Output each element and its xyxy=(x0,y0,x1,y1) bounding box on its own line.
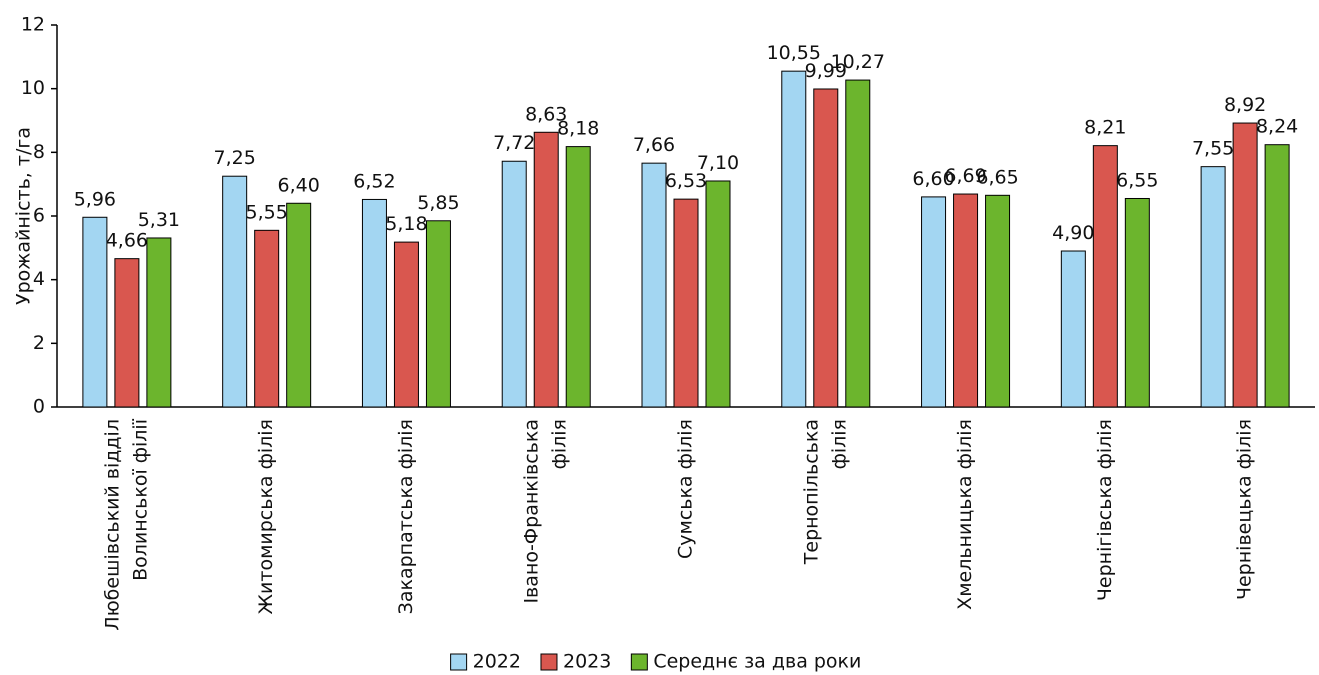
y-axis-label: Урожайність, т/га xyxy=(13,127,35,305)
y-tick-label: 10 xyxy=(21,77,45,99)
value-label: 7,72 xyxy=(493,132,535,154)
value-label: 7,66 xyxy=(633,134,675,156)
bar xyxy=(222,175,248,408)
legend-label: 2022 xyxy=(473,651,521,673)
bar xyxy=(1124,197,1150,408)
bar xyxy=(705,180,731,408)
value-label: 6,69 xyxy=(944,165,986,187)
bar xyxy=(425,220,451,408)
y-tick-label: 6 xyxy=(33,205,45,227)
value-label: 9,99 xyxy=(805,60,847,82)
legend-swatch xyxy=(540,653,558,671)
value-label: 6,60 xyxy=(912,168,954,190)
value-label: 7,55 xyxy=(1192,138,1234,160)
value-label: 6,53 xyxy=(665,170,707,192)
value-label: 8,92 xyxy=(1224,94,1266,116)
bar xyxy=(641,162,667,408)
value-label: 6,52 xyxy=(353,170,395,192)
x-tick-label: Любешівський відділ Волинської філії xyxy=(101,418,151,630)
value-label: 4,66 xyxy=(106,230,148,252)
y-tick-label: 4 xyxy=(33,268,45,290)
bar xyxy=(501,160,527,408)
y-tick-label: 2 xyxy=(33,332,45,354)
value-label: 5,85 xyxy=(417,192,459,214)
bar xyxy=(361,198,387,408)
y-tick-label: 0 xyxy=(33,396,45,418)
bar xyxy=(114,258,140,408)
bar xyxy=(985,194,1011,408)
bar xyxy=(1200,166,1226,408)
bar xyxy=(146,237,172,408)
bar xyxy=(673,198,699,408)
value-label: 10,55 xyxy=(767,42,821,64)
y-tick-label: 8 xyxy=(33,141,45,163)
value-label: 5,18 xyxy=(385,213,427,235)
value-label: 5,55 xyxy=(246,201,288,223)
value-label: 8,24 xyxy=(1256,116,1298,138)
bar xyxy=(1264,144,1290,408)
value-label: 6,55 xyxy=(1116,169,1158,191)
x-tick-label: Сумська філія xyxy=(675,419,697,559)
legend-label: Середнє за два роки xyxy=(653,651,861,673)
bar xyxy=(286,202,312,408)
bar xyxy=(781,70,807,408)
value-label: 5,31 xyxy=(138,209,180,231)
bar xyxy=(393,241,419,408)
x-tick-label: Житомирська філія xyxy=(255,419,277,614)
x-tick-label: Закарпатська філія xyxy=(395,419,417,614)
bar xyxy=(845,79,871,408)
value-label: 8,18 xyxy=(557,118,599,140)
bar xyxy=(82,216,108,408)
x-tick-label: Чернівецька філія xyxy=(1234,419,1256,600)
x-tick-label: Тернопільська філія xyxy=(800,419,850,565)
legend: 2022 2023 Середнє за два роки xyxy=(450,651,861,673)
x-tick-label: Чернігівська філія xyxy=(1094,419,1116,601)
bar xyxy=(813,88,839,408)
bar xyxy=(1092,145,1118,408)
bar xyxy=(1232,122,1258,408)
bar xyxy=(953,193,979,408)
bar xyxy=(1060,250,1086,408)
legend-swatch xyxy=(630,653,648,671)
value-label: 8,63 xyxy=(525,103,567,125)
legend-label: 2023 xyxy=(563,651,611,673)
value-label: 5,96 xyxy=(74,188,116,210)
bar xyxy=(921,196,947,408)
bar xyxy=(254,229,280,408)
bar xyxy=(565,146,591,408)
bar xyxy=(533,131,559,408)
x-tick-label: Хмельницька філія xyxy=(954,419,976,610)
value-label: 10,27 xyxy=(831,51,885,73)
value-label: 7,10 xyxy=(697,152,739,174)
x-tick-label: Івано-Франківська філія xyxy=(521,419,571,604)
value-label: 7,25 xyxy=(214,147,256,169)
value-label: 8,21 xyxy=(1084,117,1126,139)
legend-swatch xyxy=(450,653,468,671)
value-label: 6,65 xyxy=(976,166,1018,188)
value-label: 6,40 xyxy=(278,174,320,196)
value-label: 4,90 xyxy=(1052,222,1094,244)
y-tick-label: 12 xyxy=(21,14,45,36)
